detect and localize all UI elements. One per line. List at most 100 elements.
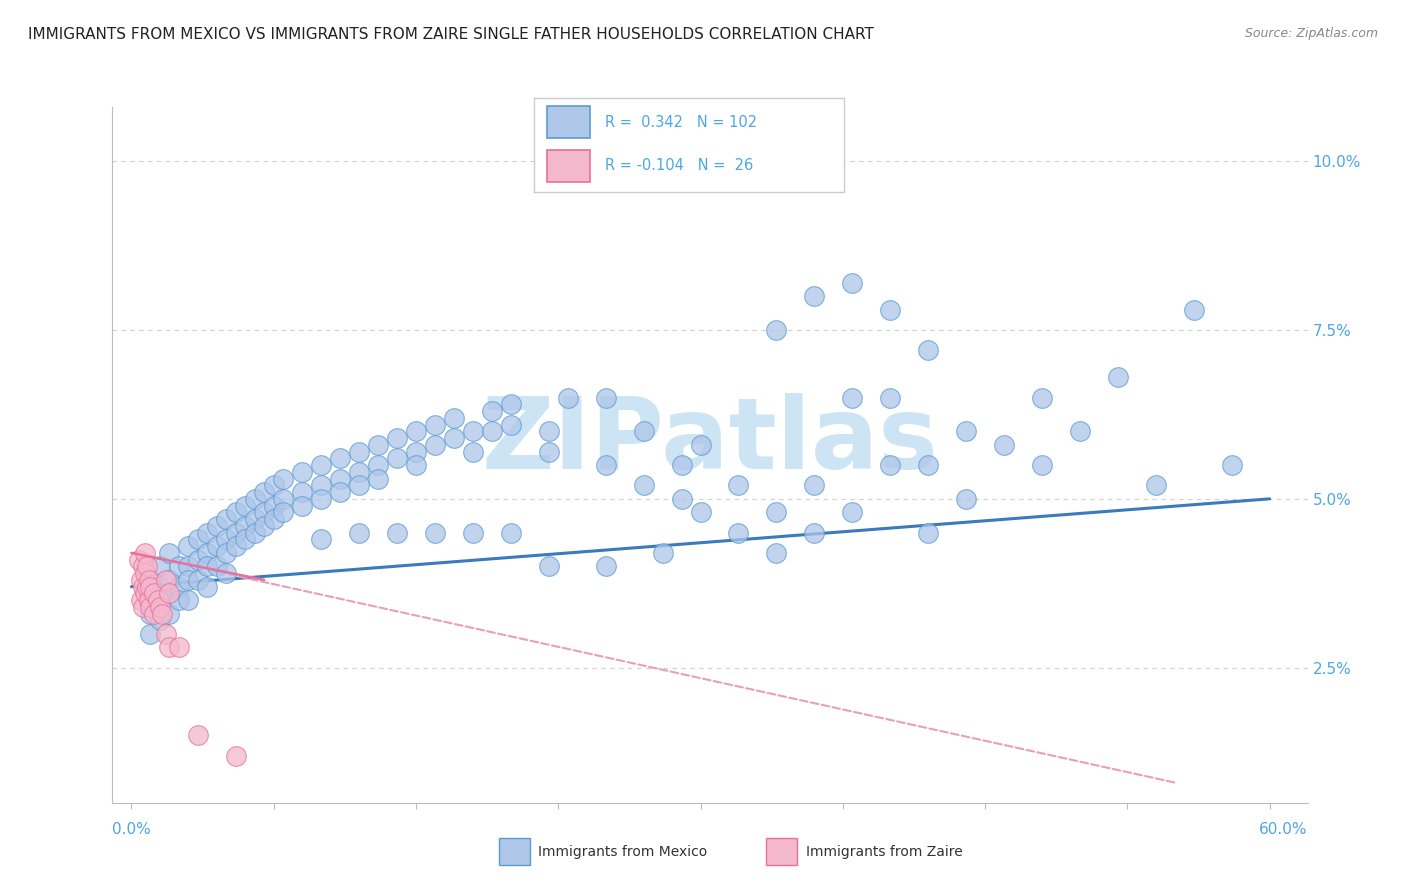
Point <box>215 512 238 526</box>
Point <box>132 580 155 594</box>
Point <box>135 559 157 574</box>
FancyBboxPatch shape <box>547 150 591 183</box>
Point <box>347 478 370 492</box>
Point <box>143 586 166 600</box>
Point <box>537 444 560 458</box>
Point <box>1031 391 1053 405</box>
Point <box>557 391 579 405</box>
Point <box>727 525 749 540</box>
Point <box>129 593 152 607</box>
Point <box>481 424 503 438</box>
Point <box>263 512 285 526</box>
Point <box>499 417 522 432</box>
Point <box>309 491 332 506</box>
Text: IMMIGRANTS FROM MEXICO VS IMMIGRANTS FROM ZAIRE SINGLE FATHER HOUSEHOLDS CORRELA: IMMIGRANTS FROM MEXICO VS IMMIGRANTS FRO… <box>28 27 875 42</box>
Point <box>150 607 173 621</box>
Point <box>195 559 218 574</box>
Text: R =  0.342   N = 102: R = 0.342 N = 102 <box>606 114 758 129</box>
Point <box>129 573 152 587</box>
Point <box>291 499 314 513</box>
Point <box>651 546 673 560</box>
Point <box>134 546 156 560</box>
Text: Source: ZipAtlas.com: Source: ZipAtlas.com <box>1244 27 1378 40</box>
Point <box>177 573 200 587</box>
Point <box>405 424 427 438</box>
Point <box>138 593 160 607</box>
Point <box>271 472 294 486</box>
Point <box>595 391 617 405</box>
Point <box>263 478 285 492</box>
Point <box>461 525 484 540</box>
Point <box>128 552 150 566</box>
Point <box>309 478 332 492</box>
Point <box>367 458 389 472</box>
Point <box>195 525 218 540</box>
Point <box>253 519 276 533</box>
Point <box>803 525 825 540</box>
Point <box>671 491 693 506</box>
Point <box>633 424 655 438</box>
Point <box>993 438 1015 452</box>
FancyBboxPatch shape <box>766 838 797 865</box>
Point <box>177 559 200 574</box>
Point <box>195 546 218 560</box>
Point <box>879 302 901 317</box>
Point <box>205 559 228 574</box>
Point <box>405 444 427 458</box>
Point <box>139 580 162 594</box>
Point <box>187 533 209 547</box>
FancyBboxPatch shape <box>499 838 530 865</box>
Point <box>134 586 156 600</box>
Text: Immigrants from Mexico: Immigrants from Mexico <box>538 845 707 859</box>
Point <box>385 431 408 445</box>
Point <box>633 478 655 492</box>
Point <box>271 491 294 506</box>
Point <box>841 391 863 405</box>
Point <box>233 499 256 513</box>
Point <box>233 533 256 547</box>
Point <box>177 539 200 553</box>
Point <box>291 485 314 500</box>
Point <box>205 519 228 533</box>
Point <box>132 599 155 614</box>
Text: 0.0%: 0.0% <box>112 822 152 837</box>
Point <box>367 472 389 486</box>
Point <box>499 397 522 411</box>
Point <box>215 546 238 560</box>
Point <box>347 444 370 458</box>
Point <box>187 573 209 587</box>
Point <box>1144 478 1167 492</box>
Point <box>143 607 166 621</box>
Point <box>146 593 169 607</box>
Point <box>215 533 238 547</box>
Point <box>423 525 446 540</box>
Point <box>1182 302 1205 317</box>
Point <box>263 499 285 513</box>
Point <box>149 614 172 628</box>
Point <box>841 505 863 519</box>
Point <box>167 559 190 574</box>
Point <box>689 505 711 519</box>
Point <box>187 552 209 566</box>
Point <box>347 525 370 540</box>
Point <box>765 323 787 337</box>
Point <box>595 458 617 472</box>
Point <box>1107 370 1129 384</box>
Point <box>157 586 180 600</box>
Point <box>157 586 180 600</box>
Point <box>243 512 266 526</box>
Point <box>155 627 177 641</box>
Point <box>917 343 939 358</box>
Point <box>1031 458 1053 472</box>
Point <box>329 485 352 500</box>
Point <box>1069 424 1091 438</box>
Point <box>499 525 522 540</box>
Point <box>139 573 162 587</box>
Point <box>195 580 218 594</box>
Point <box>177 593 200 607</box>
Point <box>727 478 749 492</box>
Point <box>1220 458 1243 472</box>
Point <box>423 417 446 432</box>
Point <box>443 410 465 425</box>
Point <box>461 444 484 458</box>
